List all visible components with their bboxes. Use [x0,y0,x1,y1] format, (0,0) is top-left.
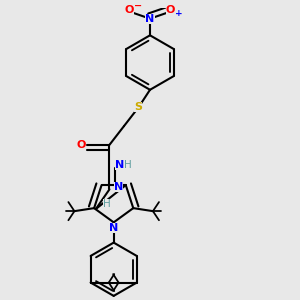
Text: O: O [125,5,134,15]
Text: −: − [134,1,142,11]
Text: H: H [124,160,132,170]
Text: N: N [116,160,125,170]
Text: N: N [114,182,123,192]
Text: +: + [175,9,183,18]
Text: N: N [109,223,118,233]
Text: O: O [76,140,86,150]
Text: H: H [103,199,111,208]
Text: N: N [146,14,154,24]
Text: O: O [166,5,175,15]
Text: S: S [134,102,142,112]
